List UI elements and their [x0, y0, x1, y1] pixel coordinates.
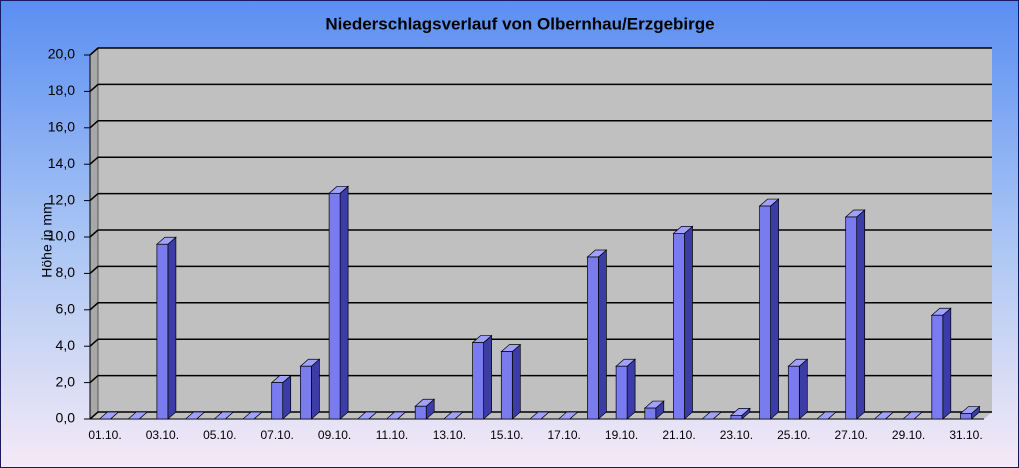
- grid-line: [89, 338, 992, 347]
- bar-top: [873, 411, 895, 420]
- bar: [156, 243, 169, 420]
- bar-side: [339, 185, 349, 420]
- grid-line: [89, 265, 992, 274]
- y-tick-label: 18,0: [48, 82, 75, 98]
- y-tick-label: 4,0: [56, 337, 76, 353]
- bar-side: [770, 198, 779, 420]
- bar: [328, 192, 341, 420]
- bar-side: [483, 334, 492, 420]
- x-tick-label: 07.10.: [261, 428, 294, 442]
- y-tick-label: 16,0: [48, 119, 75, 135]
- grid-line: [89, 156, 992, 165]
- bar-side: [311, 358, 320, 420]
- bar-top: [902, 411, 924, 420]
- x-tick-label: 27.10.: [835, 428, 868, 442]
- grid-line: [89, 411, 992, 420]
- bar: [472, 342, 484, 420]
- x-tick-label: 03.10.: [146, 428, 179, 442]
- bar-top: [557, 411, 579, 420]
- x-tick-label: 01.10.: [88, 428, 121, 442]
- y-tick-label: 8,0: [56, 264, 76, 280]
- bar: [500, 351, 513, 420]
- x-tick-label: 09.10.: [318, 428, 351, 442]
- y-tick-label: 6,0: [56, 301, 76, 317]
- bar: [845, 216, 858, 420]
- bar: [414, 405, 427, 420]
- bar: [730, 415, 743, 420]
- bar-top: [184, 411, 206, 420]
- y-tick-label: 14,0: [48, 155, 75, 171]
- bar-side: [511, 343, 521, 420]
- y-tick-label: 20,0: [48, 46, 75, 62]
- bar: [759, 205, 771, 420]
- y-tick-label: 2,0: [56, 373, 76, 389]
- bar-side: [626, 358, 636, 420]
- y-tick-label: 12,0: [48, 191, 75, 207]
- chart-title: Niederschlagsverlauf von Olbernhau/Erzge…: [325, 14, 714, 33]
- bar-top: [529, 411, 550, 420]
- x-tick-label: 21.10.: [662, 428, 695, 442]
- bar-side: [684, 225, 693, 420]
- bar-side: [942, 307, 952, 420]
- bar-side: [282, 374, 292, 420]
- x-tick-label: 31.10.: [949, 428, 982, 442]
- x-tick-label: 19.10.: [605, 428, 638, 442]
- bar-top: [442, 411, 464, 420]
- bar: [587, 256, 599, 420]
- bar: [271, 382, 284, 420]
- bar-top: [242, 411, 263, 420]
- x-tick-label: 17.10.: [548, 428, 581, 442]
- bar-top: [385, 411, 407, 420]
- grid-line: [89, 192, 992, 202]
- bar-top: [701, 411, 723, 420]
- grid-line: [89, 47, 992, 56]
- bar-side: [598, 249, 607, 420]
- grid-line: [89, 83, 992, 92]
- grid-line: [89, 229, 992, 238]
- grid-line: [89, 374, 992, 384]
- bar-top: [98, 411, 120, 420]
- bar: [615, 365, 628, 420]
- bar: [300, 365, 312, 420]
- y-axis-label: Höhe in mm: [39, 202, 55, 277]
- bar-top: [816, 411, 837, 420]
- grid-line: [89, 302, 992, 311]
- y-tick-label: 0,0: [56, 410, 76, 426]
- bar: [931, 314, 944, 420]
- bar-side: [856, 209, 866, 420]
- bar-top: [356, 411, 378, 420]
- x-tick-label: 29.10.: [892, 428, 925, 442]
- bar: [787, 365, 800, 420]
- x-tick-label: 25.10.: [777, 428, 810, 442]
- bar: [644, 407, 657, 420]
- bar-top: [127, 411, 149, 420]
- x-tick-label: 13.10.: [433, 428, 466, 442]
- x-tick-label: 05.10.: [203, 428, 236, 442]
- x-tick-label: 11.10.: [376, 428, 408, 442]
- bar-side: [167, 236, 177, 420]
- bar-top: [213, 411, 235, 420]
- x-tick-label: 23.10.: [720, 428, 753, 442]
- x-tick-label: 15.10.: [490, 428, 523, 442]
- y-tick-label: 10,0: [48, 228, 75, 244]
- grid-line: [89, 120, 992, 129]
- bar-side: [798, 358, 808, 420]
- bar: [673, 233, 685, 420]
- bar: [960, 413, 972, 420]
